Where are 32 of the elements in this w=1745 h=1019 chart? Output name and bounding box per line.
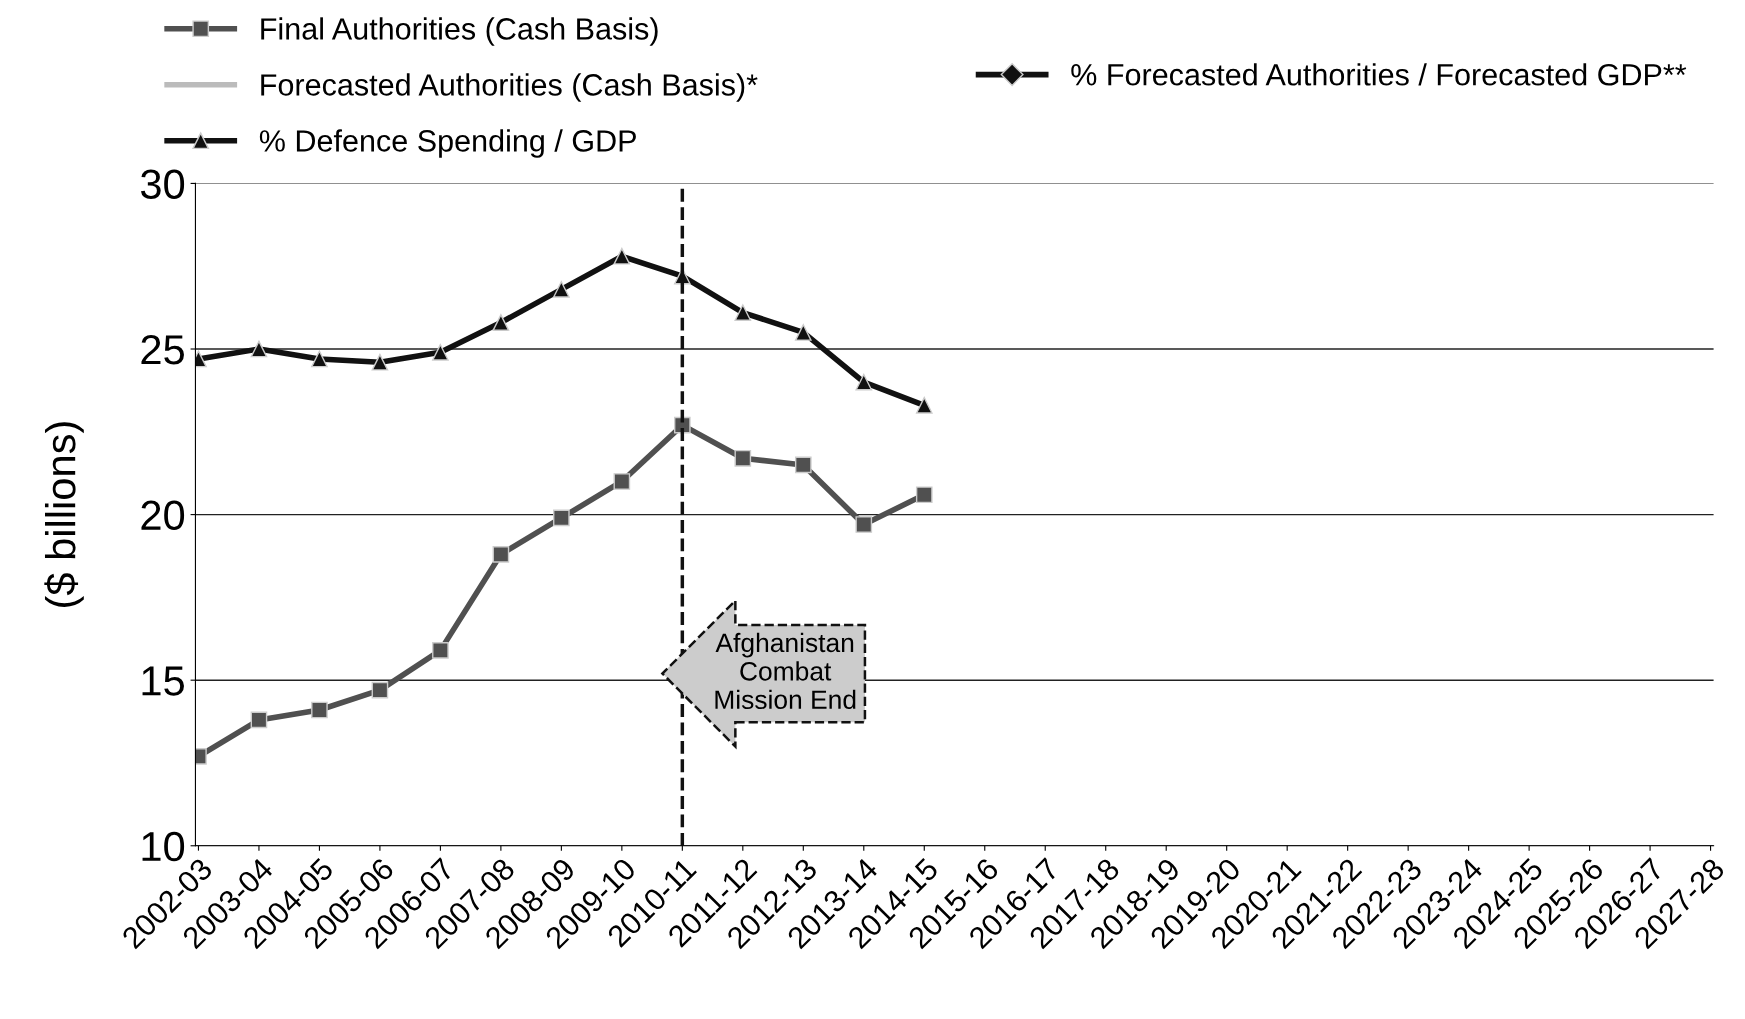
- point: [492, 314, 510, 331]
- point: [311, 701, 328, 719]
- point: [734, 449, 752, 467]
- ref-line-label: Afghanistan Combat Mission End: [715, 632, 856, 710]
- point: [915, 486, 933, 504]
- point: [794, 324, 812, 341]
- point: [250, 711, 268, 729]
- y-tick-label: 30: [140, 169, 185, 199]
- legend-label: Final Authorities (Cash Basis): [261, 17, 658, 46]
- point: [915, 396, 933, 414]
- point: [613, 247, 631, 265]
- point: [613, 473, 631, 490]
- point: [432, 343, 449, 361]
- point: [250, 340, 268, 358]
- point: [371, 353, 389, 371]
- point: [492, 546, 510, 563]
- point: [855, 373, 873, 391]
- y-tick-label: 15: [142, 666, 184, 696]
- legend-label: % Forecasted Authorities / Forecasted GDP**: [1071, 63, 1687, 86]
- point: [371, 681, 389, 699]
- y-tick-label: 25: [141, 335, 184, 365]
- point: [432, 642, 449, 659]
- point: [311, 350, 328, 368]
- y-tick-label: 20: [141, 500, 185, 531]
- point: [553, 281, 570, 298]
- y-axis-title: ($ billions): [44, 422, 84, 607]
- legend-label: % Defence Spending / GDP: [259, 129, 636, 158]
- legend-label: Forecasted Authorities (Cash Basis)*: [261, 73, 758, 102]
- point: [734, 304, 752, 321]
- point: [855, 516, 873, 533]
- point: [553, 509, 570, 527]
- point: [794, 456, 812, 474]
